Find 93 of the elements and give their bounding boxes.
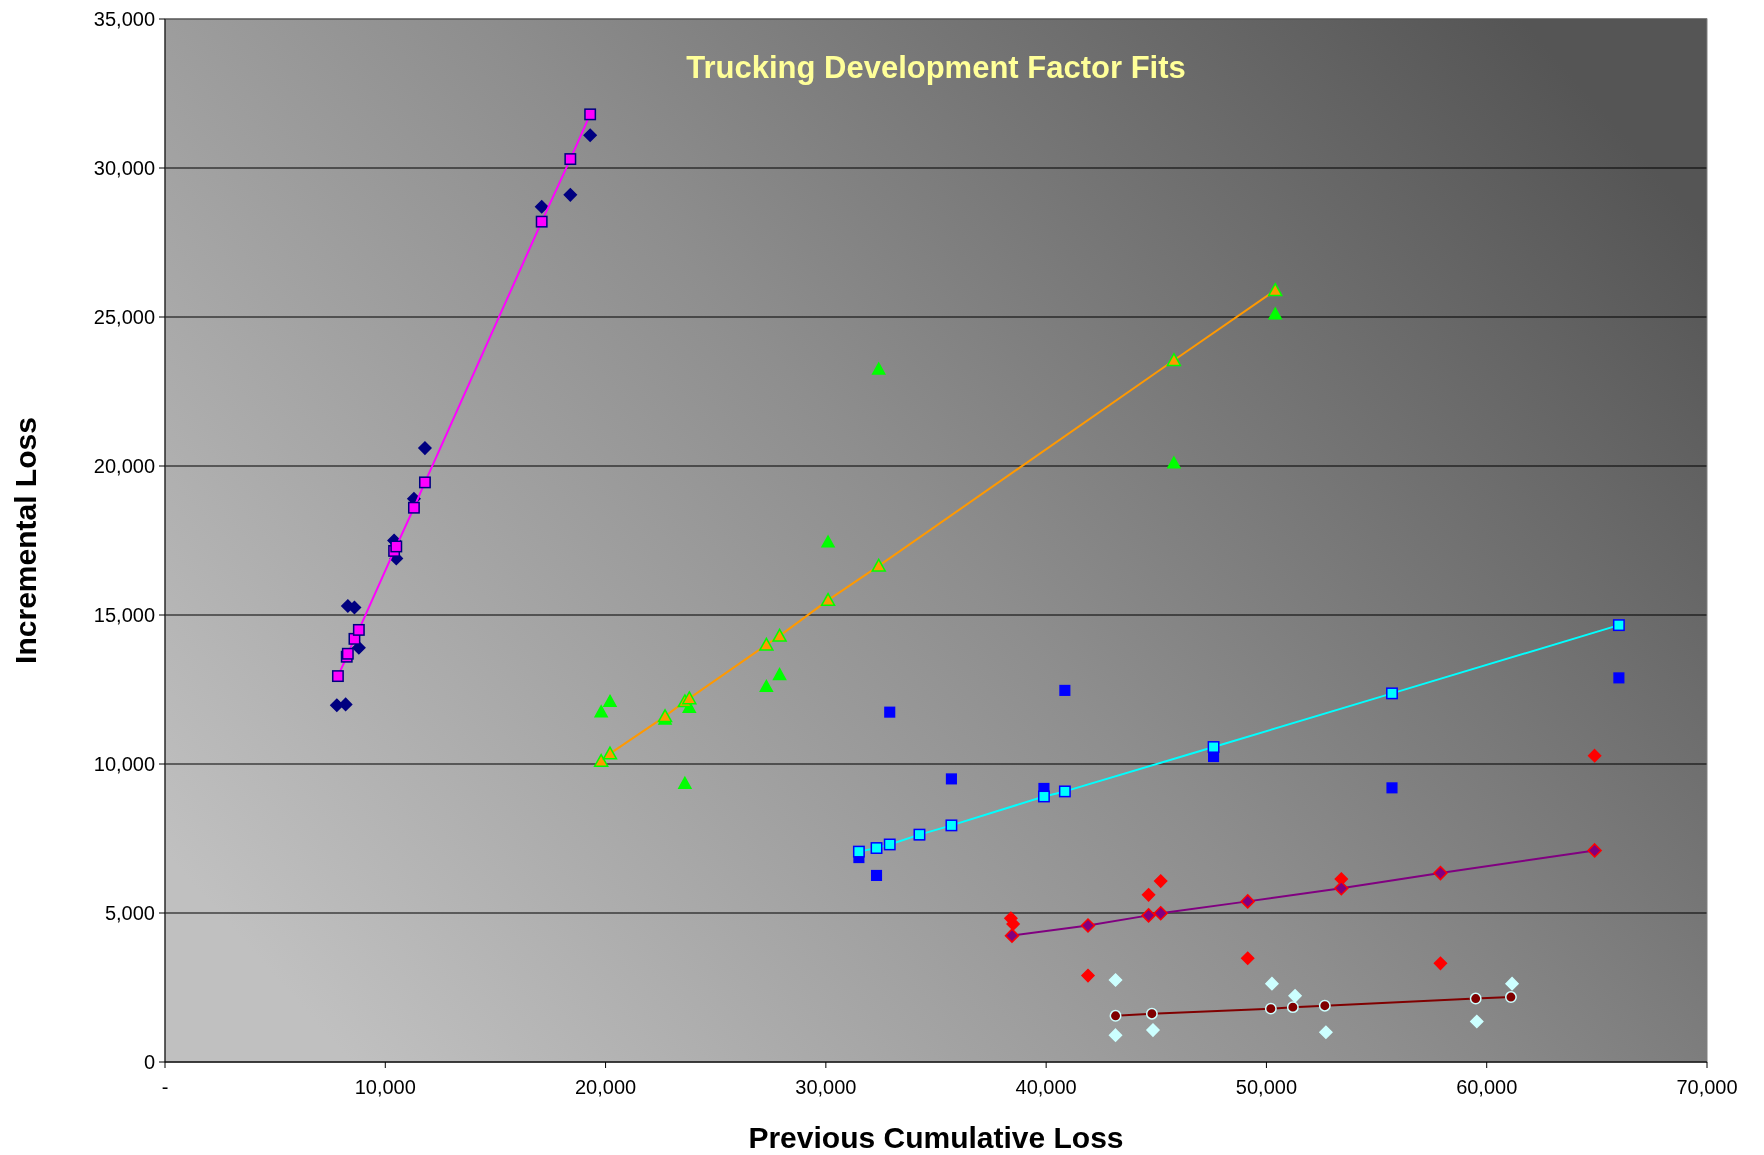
point (1058, 785, 1071, 798)
point (682, 691, 697, 705)
point (1267, 282, 1283, 297)
point (602, 746, 618, 760)
y-tick-label: 15,000 (93, 604, 155, 626)
y-tick-label: 10,000 (93, 753, 155, 775)
y-tick-label: 0 (143, 1051, 155, 1073)
point (534, 199, 549, 214)
point (593, 753, 609, 767)
point (603, 694, 617, 707)
x-tick-label: 40,000 (1015, 1076, 1077, 1098)
point (1505, 991, 1517, 1003)
point (1081, 968, 1095, 983)
point (1433, 956, 1448, 971)
point (1318, 999, 1331, 1012)
point (759, 679, 774, 693)
point (820, 592, 836, 607)
point (1470, 1014, 1484, 1029)
point (1334, 881, 1349, 896)
y-axis-title: Incremental Loss (9, 417, 42, 664)
x-tick-label: 60,000 (1456, 1076, 1518, 1098)
point (1109, 1009, 1122, 1022)
y-tick-label: 30,000 (93, 157, 155, 179)
point (418, 476, 431, 489)
point (583, 128, 597, 142)
point (1386, 782, 1398, 794)
point (1265, 976, 1279, 991)
point (1587, 843, 1602, 858)
point (1037, 790, 1050, 803)
y-tick-label: 35,000 (93, 8, 155, 30)
point (1240, 951, 1255, 966)
point (821, 535, 835, 548)
point (1108, 1028, 1123, 1042)
point (870, 869, 883, 881)
point (1080, 918, 1096, 933)
point (1386, 687, 1398, 700)
point (1207, 741, 1220, 753)
point (1469, 992, 1482, 1005)
point (1613, 672, 1625, 684)
point (1264, 1002, 1277, 1015)
point (1141, 888, 1156, 902)
point (945, 819, 958, 832)
point (1240, 894, 1255, 909)
point (852, 845, 865, 858)
point (1288, 989, 1302, 1003)
point (772, 628, 787, 642)
point (564, 153, 577, 166)
point (1166, 352, 1182, 367)
x-tick-label: 20,000 (574, 1076, 637, 1098)
point (1167, 456, 1181, 469)
point (678, 776, 692, 789)
point (390, 540, 403, 553)
point (871, 362, 886, 375)
point (1505, 976, 1519, 991)
y-tick-label: 25,000 (93, 306, 155, 328)
point (1587, 748, 1602, 763)
point (331, 670, 344, 683)
point (1004, 928, 1020, 943)
point (535, 215, 548, 228)
point (594, 705, 608, 718)
point (1612, 619, 1625, 632)
y-tick-label: 20,000 (93, 455, 155, 477)
x-tick-label: 30,000 (795, 1076, 857, 1098)
point (1145, 1007, 1158, 1020)
point (871, 558, 886, 572)
point (1433, 865, 1448, 881)
x-tick-label: 70,000 (1676, 1076, 1738, 1098)
point (1286, 1001, 1299, 1014)
point (759, 637, 774, 651)
point (884, 706, 896, 718)
point (1153, 906, 1168, 921)
y-tick-label: 5,000 (104, 902, 155, 924)
x-tick-label: - (161, 1076, 169, 1098)
point (945, 773, 957, 785)
text: Trucking Development Factor Fits (686, 50, 1186, 85)
x-axis-title: Previous Cumulative Loss (748, 1121, 1124, 1154)
point (1146, 1023, 1160, 1037)
point (418, 441, 432, 455)
x-tick-label: 50,000 (1235, 1076, 1298, 1098)
point (1059, 684, 1071, 696)
point (352, 623, 365, 636)
point (1141, 908, 1156, 923)
point (1153, 874, 1168, 888)
point (1108, 973, 1123, 987)
point (584, 108, 597, 121)
point (1319, 1025, 1333, 1039)
point (563, 188, 578, 202)
x-tick-label: 10,000 (354, 1076, 416, 1098)
point (1268, 307, 1282, 320)
point (870, 842, 883, 854)
point (407, 501, 420, 514)
point (883, 838, 896, 851)
point (772, 667, 787, 681)
